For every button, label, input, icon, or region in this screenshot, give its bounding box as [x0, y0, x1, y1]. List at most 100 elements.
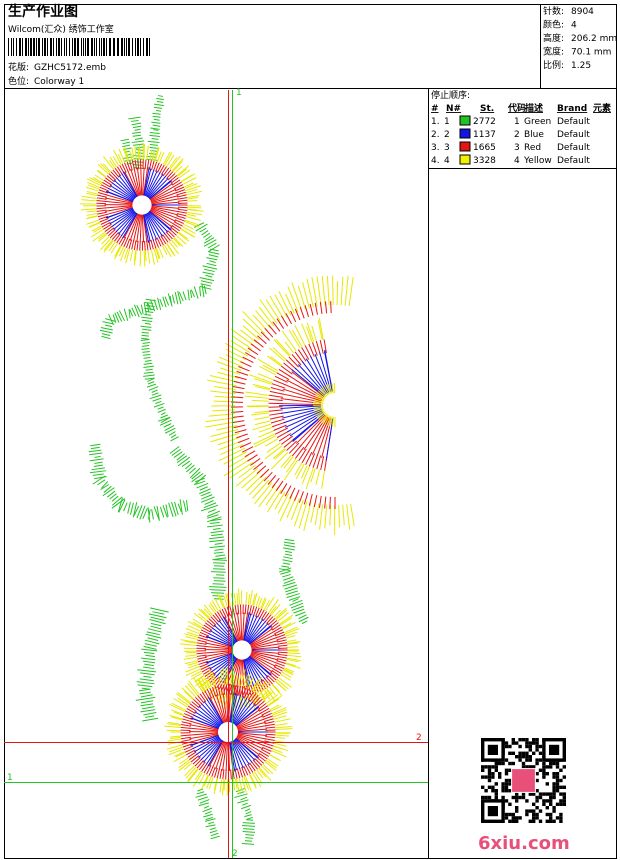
stitch [170, 735, 181, 738]
stitch [263, 677, 271, 687]
stitch [311, 277, 318, 307]
stitch [235, 738, 259, 759]
bar [91, 38, 93, 56]
stitch [244, 450, 256, 458]
stitch [192, 756, 201, 765]
stitch [103, 223, 112, 230]
stitch [165, 231, 173, 240]
stitch [170, 716, 183, 721]
stitch [223, 595, 228, 607]
stitch [94, 476, 107, 480]
stitch [189, 467, 196, 474]
stitch [249, 628, 273, 645]
stitch [294, 325, 306, 346]
stitch [321, 276, 326, 306]
stitch [274, 449, 286, 460]
stitch [128, 116, 141, 120]
stitch [248, 774, 257, 789]
stitch [269, 412, 284, 416]
stitch [154, 147, 160, 162]
qr-cell [494, 789, 498, 793]
stitch [269, 704, 280, 711]
stitch [140, 337, 149, 340]
stitch [142, 508, 148, 520]
stitch [311, 417, 330, 455]
stitch [196, 654, 207, 657]
stitch [155, 162, 160, 172]
stitch [157, 95, 164, 97]
column-header: 描述 [525, 102, 543, 114]
stitch [238, 767, 244, 778]
qr-cell [508, 812, 512, 817]
stitch [254, 420, 271, 426]
bar [66, 38, 67, 56]
stitch [232, 420, 245, 424]
stitch [306, 326, 313, 343]
stitch [249, 655, 273, 673]
stitch [253, 771, 263, 784]
qr-cell [542, 765, 546, 769]
stitch [186, 190, 202, 196]
stitch [278, 291, 292, 316]
stitch [234, 768, 238, 779]
qr-cell [552, 819, 556, 823]
qr-cell [552, 772, 556, 776]
stitch [298, 491, 304, 503]
stitch [222, 667, 225, 685]
stitch [211, 592, 225, 594]
qr-cell [481, 765, 485, 769]
stitch [323, 339, 327, 354]
stitch [301, 450, 310, 464]
stitch [134, 159, 138, 170]
design-file: GZHC5172.emb [34, 63, 106, 73]
stitch [187, 289, 190, 301]
stitch [174, 165, 183, 174]
stitch [184, 220, 200, 228]
stitch [174, 751, 185, 757]
qr-cell [552, 795, 556, 800]
stitch [212, 695, 225, 723]
stitch [143, 645, 157, 650]
stitch [185, 668, 201, 677]
stitch [102, 181, 111, 188]
stitch [206, 673, 213, 688]
stitch [222, 741, 228, 771]
stitch [148, 160, 152, 170]
stitch [260, 331, 270, 341]
column-header: 代码 [507, 102, 526, 114]
stitch [243, 828, 255, 830]
stitch [114, 233, 121, 242]
qr-cell [525, 755, 529, 759]
stitch [127, 502, 131, 514]
stitch [170, 434, 177, 439]
qr-cell [515, 741, 519, 745]
stitch [259, 366, 276, 376]
stitch [265, 694, 279, 704]
qr-cell [552, 785, 556, 789]
stitch [198, 613, 208, 622]
stitch [145, 304, 155, 308]
stitch [89, 177, 102, 185]
stitch [186, 213, 197, 217]
stitch [282, 559, 293, 563]
stitch [170, 736, 181, 740]
qr-cell [555, 761, 560, 766]
stitch [200, 491, 211, 497]
stitch [210, 390, 236, 395]
stitch [106, 227, 115, 235]
qr-cell [504, 799, 509, 803]
stitch [253, 696, 261, 705]
qr-cell [525, 741, 529, 745]
stitch [216, 768, 220, 779]
stitch [315, 469, 321, 485]
stitch [242, 612, 249, 641]
stitch [285, 590, 298, 595]
stitch [236, 370, 249, 376]
info-value: 1.25 [571, 61, 591, 71]
stitch [141, 648, 158, 652]
stitch [171, 294, 175, 304]
stitch [194, 770, 202, 781]
stitch [186, 749, 196, 756]
stitch [109, 160, 116, 169]
stitch [231, 415, 244, 419]
